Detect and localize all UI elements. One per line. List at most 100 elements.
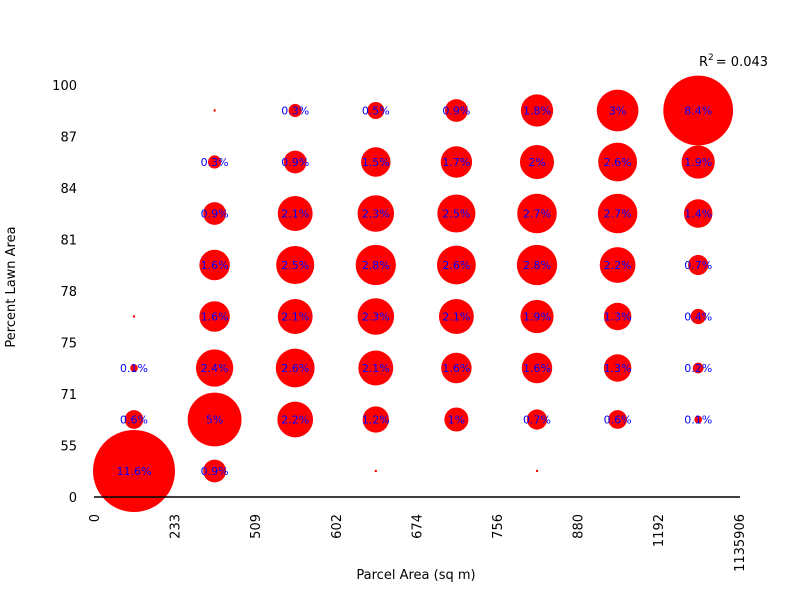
bubble: [208, 155, 222, 169]
percent-label: 0.4%: [684, 311, 712, 324]
percent-label: 2.3%: [362, 311, 390, 324]
percent-label: 2.1%: [362, 362, 390, 375]
percent-label: 1.5%: [362, 156, 390, 169]
percent-label: 0.1%: [684, 414, 712, 427]
percent-label: 1.3%: [604, 311, 632, 324]
y-tick-label: 75: [60, 337, 77, 352]
bubble: [277, 299, 313, 334]
percent-label: 2.1%: [442, 311, 470, 324]
x-tick-label: 674: [410, 514, 425, 539]
bubbles-layer: [93, 75, 734, 512]
percent-label: 0.6%: [120, 414, 148, 427]
y-axis-label: Percent Lawn Area: [4, 226, 19, 347]
percent-label: 2.1%: [281, 208, 309, 221]
bubble: [681, 145, 715, 179]
x-tick-label: 0: [88, 514, 103, 522]
bubble: [361, 147, 391, 177]
bubble: [517, 193, 557, 234]
percent-label: 1.9%: [523, 311, 551, 324]
bubble: [283, 150, 307, 174]
bubble: [521, 352, 553, 384]
bubble: [688, 254, 709, 276]
percent-label: 2.6%: [281, 362, 309, 375]
y-tick-label: 0: [69, 491, 77, 506]
x-axis-label: Parcel Area (sq m): [356, 568, 475, 583]
y-tick-label: 81: [60, 234, 77, 249]
bubble: [132, 315, 136, 318]
percent-label: 1.2%: [362, 414, 390, 427]
bubble: [367, 101, 385, 120]
percent-label: 11.6%: [117, 465, 152, 478]
x-tick-label: 509: [249, 514, 264, 539]
percent-label: 2%: [528, 156, 545, 169]
percent-label: 2.6%: [442, 259, 470, 272]
bubble: [683, 199, 713, 228]
percent-label: 0.1%: [120, 362, 148, 375]
percent-label: 2.5%: [442, 208, 470, 221]
bubble: [358, 350, 394, 386]
percent-label: 5%: [206, 414, 223, 427]
percent-label: 0.9%: [201, 465, 229, 478]
bubble: [519, 144, 555, 180]
x-tick-label: 1135906: [733, 514, 748, 572]
r-squared-prefix: R: [699, 55, 708, 70]
percent-label: 2.4%: [201, 362, 229, 375]
percent-label: 2.5%: [281, 259, 309, 272]
bubble: [203, 202, 227, 225]
bubble: [444, 99, 468, 122]
percent-label: 1.8%: [523, 105, 551, 118]
percent-label: 3%: [609, 105, 626, 118]
percent-label: 0.7%: [523, 414, 551, 427]
bubble: [199, 301, 230, 332]
x-tick-labels: 0 233 509 602 674 756 880 1192 1135906: [88, 514, 748, 572]
x-tick-label: 756: [491, 514, 506, 539]
y-tick-label: 84: [60, 182, 77, 197]
bubble: [276, 245, 315, 285]
percent-label: 1.6%: [523, 362, 551, 375]
bubble: [520, 299, 554, 334]
percent-label: 2.2%: [604, 259, 632, 272]
percent-label: 1.6%: [201, 259, 229, 272]
bubble: [203, 459, 227, 483]
bubble: [130, 364, 138, 372]
bubble: [608, 410, 627, 429]
bubble: [355, 244, 396, 286]
percent-label: 0.3%: [201, 156, 229, 169]
r-squared-annotation: R2 = 0.043: [699, 53, 768, 70]
bubble: [438, 299, 474, 334]
bubble: [597, 193, 638, 234]
percent-label: 1.3%: [604, 362, 632, 375]
x-tick-label: 1192: [652, 514, 667, 547]
bubble: [288, 103, 302, 118]
percent-label: 1.7%: [442, 156, 470, 169]
bubble: [440, 146, 473, 178]
x-tick-label: 880: [572, 514, 587, 539]
r-squared-sup: 2: [708, 53, 714, 63]
percent-label: 2.8%: [362, 259, 390, 272]
percent-label: 0.2%: [684, 362, 712, 375]
percent-label: 1.4%: [684, 208, 712, 221]
percent-label: 2.6%: [604, 156, 632, 169]
y-tick-label: 100: [52, 79, 77, 94]
percent-label: 8.4%: [684, 105, 712, 118]
percent-label: 0.6%: [604, 414, 632, 427]
bubble: [598, 142, 638, 182]
bubble: [213, 109, 216, 112]
percent-label: 1.6%: [442, 362, 470, 375]
bubble: [277, 196, 313, 231]
bubble: [520, 94, 554, 127]
bubble: [690, 308, 706, 325]
bubble: [516, 244, 558, 286]
percent-label: 1.9%: [684, 156, 712, 169]
bubble: [694, 415, 703, 424]
bubble: [603, 354, 632, 382]
y-tick-labels: 0 55 71 75 78 81 84 87 100: [52, 79, 77, 506]
bubble: [187, 392, 242, 447]
bubble: [275, 348, 315, 388]
bubble: [444, 407, 469, 432]
bubble: [603, 302, 632, 331]
bubble: [357, 195, 395, 232]
bubble: [535, 469, 539, 473]
y-tick-label: 71: [60, 388, 77, 403]
